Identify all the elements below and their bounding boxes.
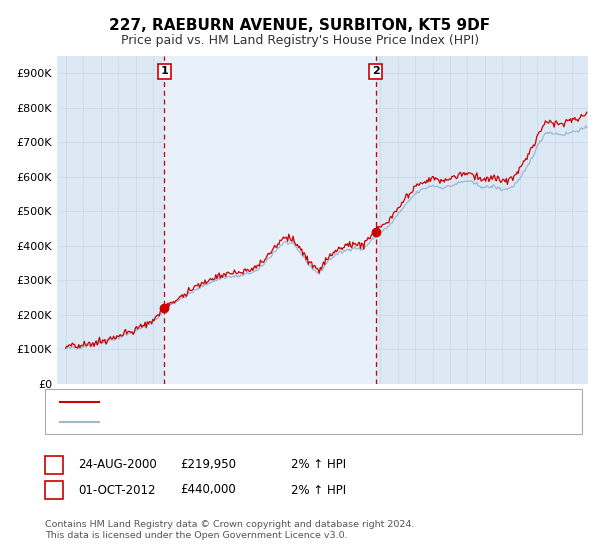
Text: 24-AUG-2000: 24-AUG-2000 <box>78 458 157 472</box>
Text: 2% ↑ HPI: 2% ↑ HPI <box>291 458 346 472</box>
Text: 1: 1 <box>161 67 168 77</box>
Text: £219,950: £219,950 <box>180 458 236 472</box>
Text: 227, RAEBURN AVENUE, SURBITON, KT5 9DF (semi-detached house): 227, RAEBURN AVENUE, SURBITON, KT5 9DF (… <box>108 396 488 407</box>
Text: 01-OCT-2012: 01-OCT-2012 <box>78 483 155 497</box>
Text: 2: 2 <box>372 67 380 77</box>
Text: HPI: Average price, semi-detached house, Kingston upon Thames: HPI: Average price, semi-detached house,… <box>108 417 473 427</box>
Text: 2: 2 <box>50 483 58 497</box>
Bar <box>164 56 376 384</box>
Text: 2% ↑ HPI: 2% ↑ HPI <box>291 483 346 497</box>
Text: 1: 1 <box>50 458 58 472</box>
Text: £440,000: £440,000 <box>180 483 236 497</box>
Text: 227, RAEBURN AVENUE, SURBITON, KT5 9DF: 227, RAEBURN AVENUE, SURBITON, KT5 9DF <box>109 18 491 34</box>
Text: Price paid vs. HM Land Registry's House Price Index (HPI): Price paid vs. HM Land Registry's House … <box>121 34 479 46</box>
Text: Contains HM Land Registry data © Crown copyright and database right 2024.
This d: Contains HM Land Registry data © Crown c… <box>45 520 415 540</box>
